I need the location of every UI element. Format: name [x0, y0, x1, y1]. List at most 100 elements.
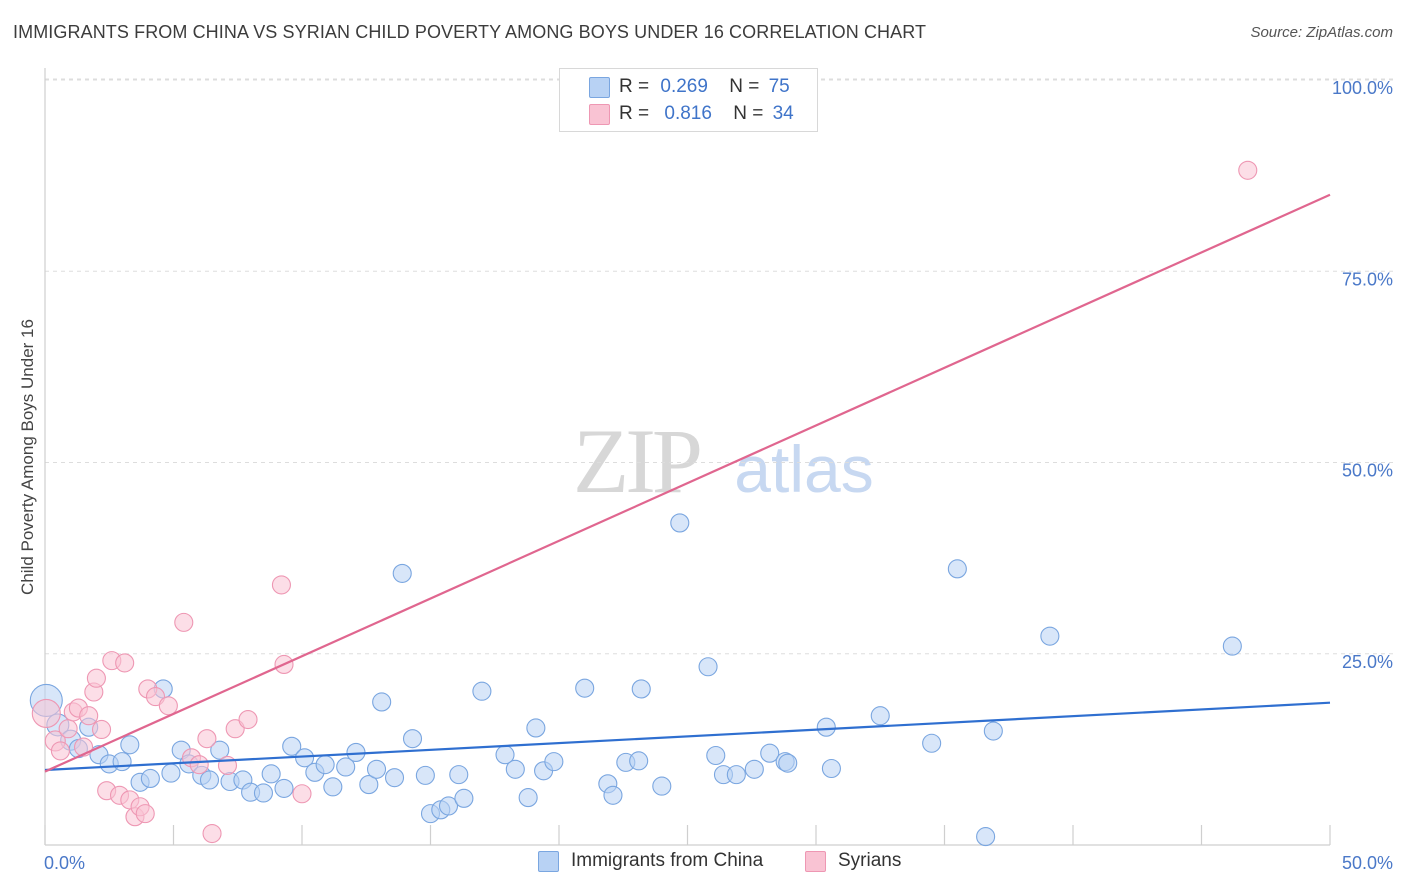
- syrians-point-18: [135, 804, 155, 824]
- china-r-value: 0.269: [660, 76, 708, 97]
- china-point-35: [392, 563, 412, 583]
- syrians-point-25: [197, 729, 217, 749]
- y-tick-label-25: 25.0%: [1342, 652, 1393, 672]
- china-point-40: [438, 796, 459, 816]
- syrians-r-value: 0.816: [664, 103, 712, 124]
- china-point-70: [947, 559, 967, 579]
- china-point-42: [454, 788, 474, 808]
- syrians-point-21: [158, 696, 178, 716]
- x-tick-label-max: 50.0%: [1342, 853, 1393, 873]
- china-point-36: [402, 729, 423, 749]
- china-point-34: [384, 768, 405, 788]
- syrians-point-28: [225, 719, 245, 739]
- legend-item-china[interactable]: Immigrants from China: [538, 850, 763, 872]
- legend-label-syrians: Syrians: [838, 850, 902, 871]
- y-tick-label-75: 75.0%: [1342, 269, 1393, 289]
- china-point-49: [544, 752, 564, 772]
- syrians-point-30: [271, 575, 291, 595]
- x-tick-label-min: 0.0%: [44, 853, 85, 873]
- syrians-point-14: [115, 653, 135, 673]
- syrians-point-9: [86, 668, 106, 688]
- syrian-points: [31, 160, 1258, 844]
- legend-label-china: Immigrants from China: [571, 850, 764, 871]
- china-point-7: [112, 752, 132, 772]
- chart-title: IMMIGRANTS FROM CHINA VS SYRIAN CHILD PO…: [13, 22, 927, 42]
- china-point-10: [140, 768, 160, 788]
- china-point-72: [983, 721, 1003, 741]
- china-n-value: 75: [768, 76, 790, 97]
- china-point-69: [922, 733, 942, 753]
- china-point-24: [282, 736, 302, 756]
- watermark-zip: ZIP: [573, 410, 700, 512]
- china-trend-line: [44, 701, 1331, 772]
- syrians-n-value: 34: [772, 103, 794, 124]
- china-point-52: [603, 785, 623, 805]
- grid-lines: [45, 78, 1393, 655]
- china-point-55: [631, 679, 651, 699]
- syrians-swatch: [589, 103, 610, 125]
- china-n-label: N =: [729, 76, 760, 97]
- syrians-point-32: [292, 784, 312, 804]
- china-point-71: [976, 827, 996, 847]
- china-point-43: [472, 681, 492, 701]
- china-point-27: [315, 755, 335, 775]
- china-point-61: [726, 765, 746, 785]
- syrians-point-29: [238, 709, 258, 730]
- china-point-23: [274, 778, 294, 798]
- china-point-45: [505, 759, 525, 779]
- china-point-17: [210, 740, 230, 760]
- syrians-stats: R = 0.816 N = 34: [619, 103, 794, 125]
- y-tick-label-50: 50.0%: [1342, 461, 1393, 481]
- china-point-63: [760, 743, 780, 763]
- china-point-59: [706, 745, 726, 766]
- china-r-label: R =: [619, 76, 650, 97]
- syrians-trend-line: [44, 193, 1331, 773]
- china-point-16: [199, 770, 220, 790]
- series-legend: Immigrants from China Syrians: [0, 850, 1406, 878]
- china-point-47: [526, 718, 546, 738]
- china-point-46: [518, 788, 538, 808]
- china-point-56: [652, 776, 672, 796]
- legend-swatch-syrians: [805, 850, 826, 872]
- syrians-point-26: [202, 823, 222, 844]
- china-point-68: [870, 706, 890, 726]
- syrians-point-22: [174, 612, 194, 632]
- china-point-58: [698, 657, 718, 677]
- syrians-point-3: [58, 719, 78, 739]
- watermark: ZIP atlas: [573, 410, 874, 512]
- china-point-41: [449, 765, 469, 785]
- china-point-67: [821, 758, 841, 779]
- china-point-57: [670, 513, 690, 533]
- china-point-32: [366, 759, 387, 779]
- syrians-point-33: [1238, 160, 1258, 180]
- china-point-28: [323, 777, 343, 797]
- china-point-8: [120, 735, 140, 755]
- chart-source: Source: ZipAtlas.com: [1250, 24, 1393, 41]
- syrians-point-20: [145, 687, 166, 707]
- y-tick-labels: 25.0% 50.0% 75.0% 100.0%: [1332, 78, 1393, 672]
- legend-swatch-china: [538, 850, 559, 872]
- china-point-74: [1222, 636, 1242, 656]
- china-point-66: [816, 717, 836, 737]
- china-point-37: [415, 765, 435, 785]
- china-point-21: [253, 783, 274, 803]
- china-point-54: [629, 751, 649, 771]
- syrians-point-10: [91, 719, 112, 740]
- syrians-point-24: [189, 755, 209, 775]
- china-point-73: [1040, 626, 1060, 646]
- syrians-point-0: [31, 698, 61, 728]
- china-swatch: [589, 76, 610, 98]
- china-point-12: [161, 763, 181, 783]
- china-points: [29, 513, 1242, 847]
- china-point-29: [336, 757, 356, 777]
- china-point-31: [359, 775, 379, 795]
- watermark-atlas: atlas: [734, 432, 873, 506]
- stats-legend: R = 0.269 N = 75 R = 0.816 N = 34: [559, 68, 818, 132]
- legend-item-syrians[interactable]: Syrians: [805, 850, 901, 872]
- china-point-62: [744, 759, 764, 779]
- y-tick-label-100: 100.0%: [1332, 78, 1393, 98]
- syrians-n-label: N =: [733, 103, 764, 124]
- china-point-33: [372, 692, 392, 712]
- china-stats: R = 0.269 N = 75: [619, 76, 790, 98]
